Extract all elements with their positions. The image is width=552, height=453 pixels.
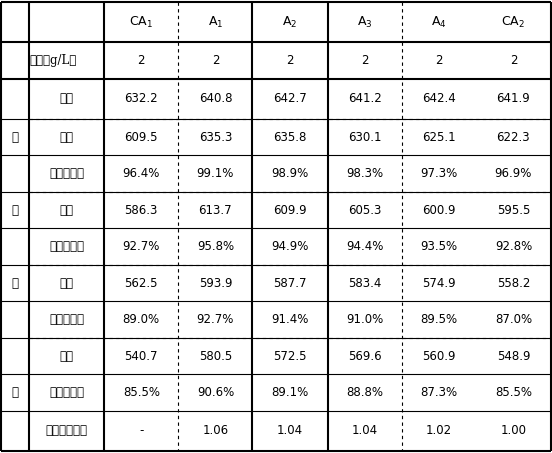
Text: 白度保持比値: 白度保持比値 — [46, 424, 88, 438]
Text: 625.1: 625.1 — [422, 130, 455, 144]
Text: $\mathrm{CA_1}$: $\mathrm{CA_1}$ — [129, 14, 153, 29]
Text: 2: 2 — [361, 54, 368, 67]
Text: 548.9: 548.9 — [497, 350, 530, 362]
Text: 白度保持値: 白度保持値 — [49, 240, 84, 253]
Text: 94.4%: 94.4% — [346, 240, 383, 253]
Text: 91.0%: 91.0% — [346, 313, 383, 326]
Text: 622.3: 622.3 — [497, 130, 530, 144]
Text: 91.4%: 91.4% — [272, 313, 309, 326]
Text: $\mathrm{A_3}$: $\mathrm{A_3}$ — [357, 14, 373, 29]
Text: 2: 2 — [211, 54, 219, 67]
Text: 85.5%: 85.5% — [495, 386, 532, 399]
Text: 1.06: 1.06 — [203, 424, 229, 438]
Text: 595.5: 595.5 — [497, 203, 530, 217]
Text: 87.0%: 87.0% — [495, 313, 532, 326]
Text: $\mathrm{A_4}$: $\mathrm{A_4}$ — [431, 14, 447, 29]
Text: 92.7%: 92.7% — [123, 240, 160, 253]
Text: 569.6: 569.6 — [348, 350, 381, 362]
Text: 572.5: 572.5 — [273, 350, 307, 362]
Text: 613.7: 613.7 — [199, 203, 232, 217]
Text: $\mathrm{A_2}$: $\mathrm{A_2}$ — [283, 14, 298, 29]
Text: 89.5%: 89.5% — [420, 313, 458, 326]
Text: 562.5: 562.5 — [125, 277, 158, 289]
Text: 88.8%: 88.8% — [346, 386, 383, 399]
Text: 白度保持値: 白度保持値 — [49, 386, 84, 399]
Text: 99.1%: 99.1% — [197, 167, 234, 180]
Text: 574.9: 574.9 — [422, 277, 455, 289]
Text: 90.6%: 90.6% — [197, 386, 234, 399]
Text: 635.8: 635.8 — [273, 130, 307, 144]
Text: 94.9%: 94.9% — [272, 240, 309, 253]
Text: $\mathrm{A_1}$: $\mathrm{A_1}$ — [208, 14, 223, 29]
Text: 96.9%: 96.9% — [495, 167, 532, 180]
Text: 1.04: 1.04 — [277, 424, 303, 438]
Text: 89.1%: 89.1% — [272, 386, 309, 399]
Text: 96.4%: 96.4% — [123, 167, 160, 180]
Text: 98.9%: 98.9% — [272, 167, 309, 180]
Text: 641.2: 641.2 — [348, 92, 381, 105]
Text: 白度: 白度 — [60, 203, 73, 217]
Text: 白度: 白度 — [60, 92, 73, 105]
Text: 1.04: 1.04 — [352, 424, 378, 438]
Text: -: - — [139, 424, 144, 438]
Text: 92.8%: 92.8% — [495, 240, 532, 253]
Text: 89.0%: 89.0% — [123, 313, 160, 326]
Text: 2: 2 — [137, 54, 145, 67]
Text: 593.9: 593.9 — [199, 277, 232, 289]
Text: 587.7: 587.7 — [273, 277, 307, 289]
Text: $\mathrm{CA_2}$: $\mathrm{CA_2}$ — [501, 14, 526, 29]
Text: 95.8%: 95.8% — [197, 240, 234, 253]
Text: 635.3: 635.3 — [199, 130, 232, 144]
Text: 97.3%: 97.3% — [420, 167, 458, 180]
Text: 605.3: 605.3 — [348, 203, 381, 217]
Text: 98.3%: 98.3% — [346, 167, 383, 180]
Text: 560.9: 560.9 — [422, 350, 455, 362]
Text: 白度保持値: 白度保持値 — [49, 313, 84, 326]
Text: 次: 次 — [12, 277, 19, 289]
Text: 640.8: 640.8 — [199, 92, 232, 105]
Text: 白度: 白度 — [60, 130, 73, 144]
Text: 632.2: 632.2 — [124, 92, 158, 105]
Text: 2: 2 — [435, 54, 443, 67]
Text: 1.00: 1.00 — [501, 424, 527, 438]
Text: 白度: 白度 — [60, 277, 73, 289]
Text: 92.7%: 92.7% — [197, 313, 234, 326]
Text: 2: 2 — [509, 54, 517, 67]
Text: 1.02: 1.02 — [426, 424, 452, 438]
Text: 次: 次 — [12, 203, 19, 217]
Text: 583.4: 583.4 — [348, 277, 381, 289]
Text: 609.5: 609.5 — [125, 130, 158, 144]
Text: 93.5%: 93.5% — [420, 240, 458, 253]
Text: 白度保持値: 白度保持値 — [49, 167, 84, 180]
Text: 586.3: 586.3 — [125, 203, 158, 217]
Text: 540.7: 540.7 — [125, 350, 158, 362]
Text: 次: 次 — [12, 130, 19, 144]
Text: 2: 2 — [286, 54, 294, 67]
Text: 642.7: 642.7 — [273, 92, 307, 105]
Text: 600.9: 600.9 — [422, 203, 455, 217]
Text: 580.5: 580.5 — [199, 350, 232, 362]
Text: 609.9: 609.9 — [273, 203, 307, 217]
Text: 641.9: 641.9 — [497, 92, 530, 105]
Text: 85.5%: 85.5% — [123, 386, 160, 399]
Text: 浓度（g/L）: 浓度（g/L） — [29, 54, 76, 67]
Text: 白度: 白度 — [60, 350, 73, 362]
Text: 642.4: 642.4 — [422, 92, 455, 105]
Text: 87.3%: 87.3% — [420, 386, 458, 399]
Text: 630.1: 630.1 — [348, 130, 381, 144]
Text: 次: 次 — [12, 386, 19, 399]
Text: 558.2: 558.2 — [497, 277, 530, 289]
